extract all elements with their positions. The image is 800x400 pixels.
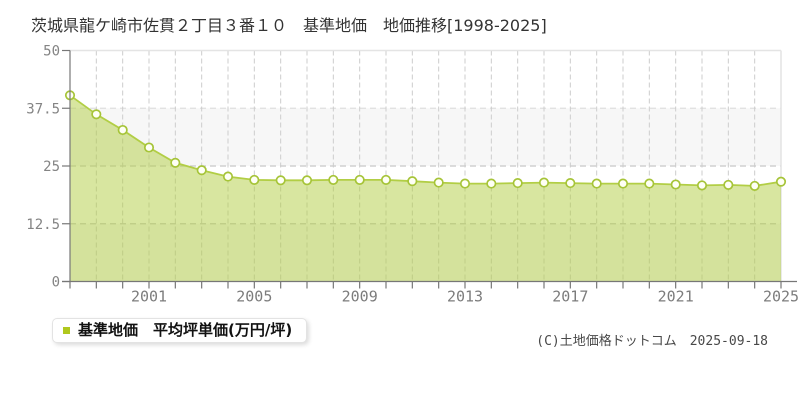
data-point [749,180,760,191]
y-tick-label: 50 [43,44,60,60]
data-point [486,178,497,189]
data-point [196,165,207,176]
data-point [433,177,444,188]
data-point [354,174,365,185]
y-tick-label: 37.5 [26,101,60,117]
data-point [328,174,339,185]
data-point [644,178,655,189]
x-tick-label: 2013 [447,288,483,306]
x-tick-label: 2021 [658,288,694,306]
y-axis-labels: 0 12.5 25 37.5 50 [26,44,60,291]
data-point [512,178,523,189]
x-tick-label: 2025 [763,288,799,306]
chart-markers [64,90,787,191]
x-tick-label: 2017 [552,288,588,306]
chart-axes [62,49,797,289]
series-line [69,94,782,187]
chart-title: 茨城県龍ケ崎市佐貫２丁目３番１０ 基準地価 地価推移[1998-2025] [31,16,547,35]
data-point [696,180,708,191]
data-point [565,178,576,189]
copyright: (C)土地価格ドットコム 2025-09-18 [536,334,768,349]
data-point [380,174,392,185]
data-point [249,174,260,185]
data-point [143,142,155,153]
data-point [91,109,102,120]
data-point [723,179,734,190]
data-point [275,175,286,186]
x-tick-label: 2005 [236,288,272,306]
data-point [222,171,234,182]
x-axis-labels: 2001 2005 2009 2013 2017 2021 2025 [131,288,799,306]
data-point [170,157,181,168]
series-area [70,95,781,282]
data-point [591,178,602,189]
y-tick-label: 0 [52,275,60,291]
data-point [301,175,313,186]
legend: 基準地価 平均坪単価(万円/坪) [52,318,308,343]
legend-label: 基準地価 平均坪単価(万円/坪) [78,321,293,339]
legend-swatch-icon [63,327,70,334]
data-point [775,176,787,187]
data-point [617,178,629,189]
x-tick-label: 2009 [342,288,378,306]
data-point [117,124,128,136]
data-point [670,179,681,190]
y-tick-label: 25 [43,159,60,175]
data-point [407,176,418,187]
data-point [459,178,471,189]
y-tick-label: 12.5 [26,217,60,233]
x-tick-label: 2001 [131,288,167,306]
data-point [538,177,550,188]
